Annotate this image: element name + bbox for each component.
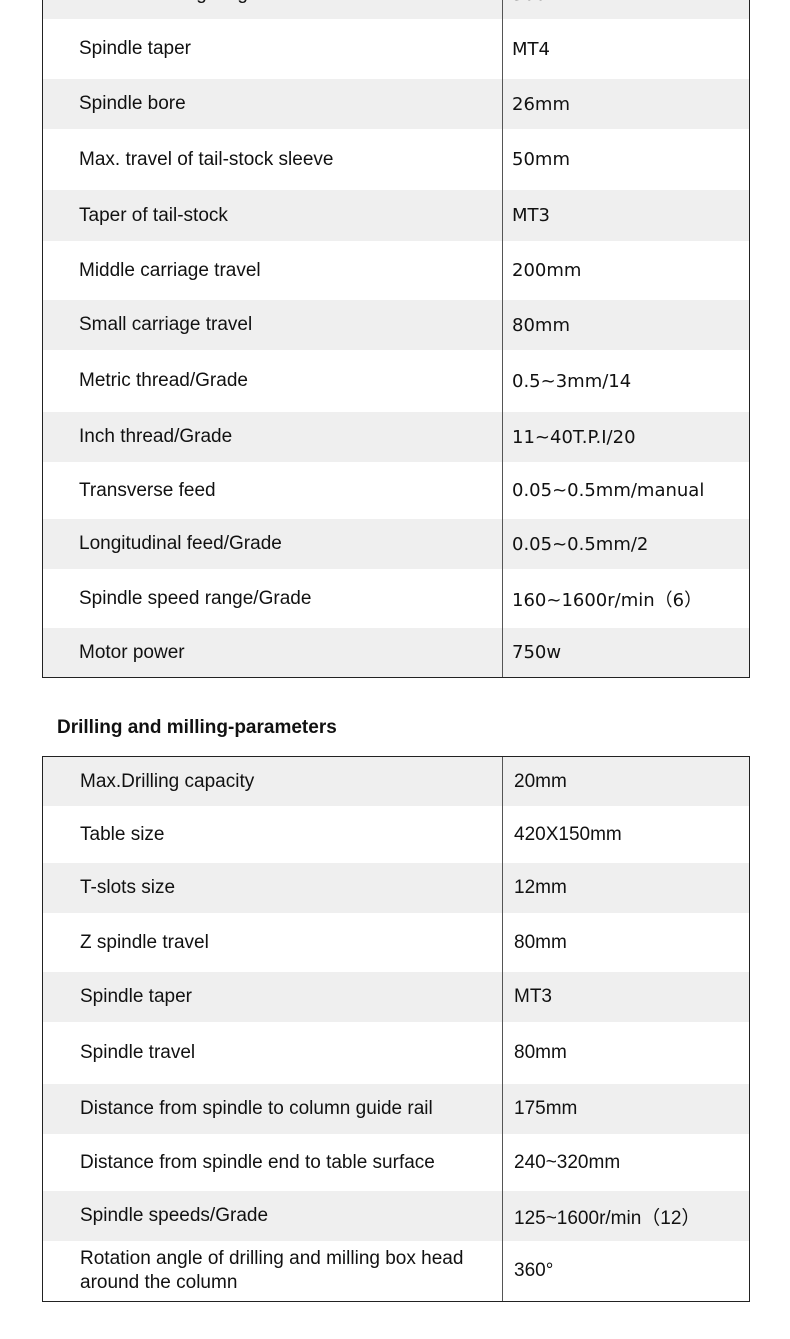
table-row: Distance from spindle end to table surfa… (43, 1134, 749, 1191)
param-value: 420X150mm (502, 806, 749, 863)
table-row: Table size 420X150mm (43, 806, 749, 863)
param-value: 240~320mm (502, 1134, 749, 1191)
param-label: Spindle travel (80, 1042, 196, 1063)
table-row: Middle carriage travel 200mm (43, 241, 749, 300)
param-label: Small carriage travel (79, 314, 253, 335)
table-row: Motor power 750w (43, 628, 749, 677)
table-row: Metric thread/Grade 0.5~3mm/14 (43, 350, 749, 412)
lathe-parameters-table: Max.machining length300mm Spindle taper MT… (42, 0, 750, 678)
param-label: Metric thread/Grade (79, 370, 248, 391)
table-row: Spindle bore 26mm (43, 79, 749, 129)
param-label: Max. travel of tail-stock sleeve (79, 148, 334, 170)
table-row: Max. travel of tail-stock sleeve 50mm (43, 129, 749, 190)
param-label: Taper of tail-stock (79, 204, 228, 226)
table-row: Transverse feed 0.05~0.5mm/manual (43, 462, 749, 519)
param-value: 26mm (502, 79, 749, 129)
param-label: Middle carriage travel (79, 259, 261, 281)
param-value: 12mm (502, 863, 749, 913)
param-value: 360° (502, 1241, 749, 1301)
param-value: 750w (502, 628, 749, 677)
param-value: 160~1600r/min（6） (502, 569, 749, 628)
param-value: 80mm (502, 1022, 749, 1084)
table-row: Distance from spindle to column guide ra… (43, 1084, 749, 1134)
param-value: 20mm (502, 757, 749, 806)
table-row: Rotation angle of drilling and milling b… (43, 1241, 749, 1301)
param-value: MT4 (502, 19, 749, 79)
param-value: 200mm (502, 241, 749, 300)
table-row: Z spindle travel 80mm (43, 913, 749, 972)
param-label: Spindle speeds/Grade (80, 1205, 269, 1226)
table-row: Spindle travel 80mm (43, 1022, 749, 1084)
param-value: 50mm (502, 129, 749, 190)
table-row: Spindle speeds/Grade 125~1600r/min（12） (43, 1191, 749, 1241)
table-row: Longitudinal feed/Grade 0.05~0.5mm/2 (43, 519, 749, 569)
section-heading: Drilling and milling-parameters (57, 717, 337, 738)
table-row: Max.Drilling capacity 20mm (43, 757, 749, 806)
param-label: Spindle bore (79, 93, 186, 114)
table-row: Taper of tail-stock MT3 (43, 190, 749, 241)
table-row: Max.machining length300mm (43, 0, 749, 19)
param-label: Longitudinal feed/Grade (79, 533, 282, 554)
param-label: Max.Drilling capacity (80, 770, 255, 792)
param-label: Z spindle travel (80, 931, 209, 953)
param-label: Spindle taper (80, 986, 192, 1007)
table-row: T-slots size 12mm (43, 863, 749, 913)
param-label: Distance from spindle end to table surfa… (80, 1151, 435, 1173)
param-label: Spindle speed range/Grade (79, 587, 312, 609)
table-row: Spindle speed range/Grade 160~1600r/min（6… (43, 569, 749, 628)
param-label: T-slots size (80, 877, 176, 898)
param-label: Transverse feed (79, 479, 216, 501)
param-label: Max.machining length (43, 0, 502, 19)
param-label: Motor power (79, 641, 185, 663)
param-label: Distance from spindle to column guide ra… (80, 1098, 433, 1119)
table-row: Small carriage travel 80mm (43, 300, 749, 350)
param-label: Table size (80, 823, 165, 845)
param-value: 80mm (502, 913, 749, 972)
param-label: Spindle taper (79, 38, 191, 59)
param-value: 80mm (502, 300, 749, 350)
param-label: Inch thread/Grade (79, 426, 233, 447)
param-value: 0.5~3mm/14 (502, 350, 749, 412)
table-row: Inch thread/Grade 11~40T.P.I/20 (43, 412, 749, 462)
param-value: 125~1600r/min（12） (502, 1191, 749, 1241)
param-value: 0.05~0.5mm/manual (502, 462, 749, 519)
table-row: Spindle taper MT4 (43, 19, 749, 79)
param-value: 11~40T.P.I/20 (502, 412, 749, 462)
param-value: 0.05~0.5mm/2 (502, 519, 749, 569)
param-value: MT3 (502, 190, 749, 241)
drilling-milling-parameters-table: Max.Drilling capacity 20mm Table size 420X1… (42, 756, 750, 1302)
table-row: Spindle taper MT3 (43, 972, 749, 1022)
param-value: 175mm (502, 1084, 749, 1134)
param-value: MT3 (502, 972, 749, 1022)
param-value: 300mm (502, 0, 749, 19)
param-label: Rotation angle of drilling and milling b… (80, 1248, 464, 1293)
